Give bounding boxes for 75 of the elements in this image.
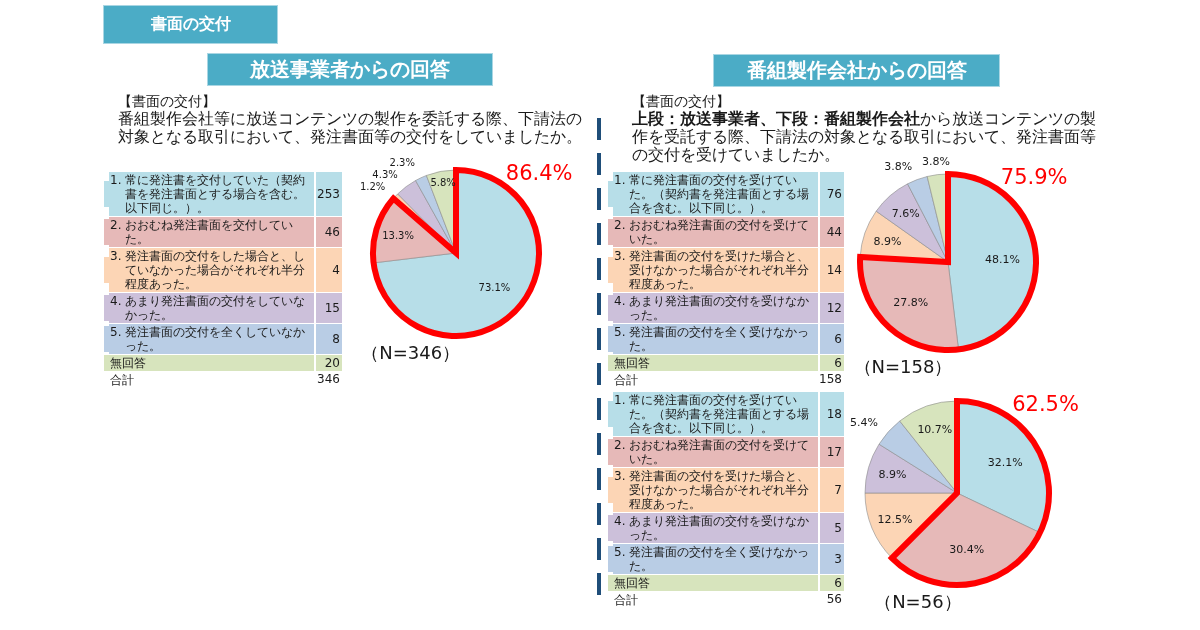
- text: 6: [834, 356, 842, 370]
- legend-label: 4. あまり発注書面の交付を受けなかった。: [613, 293, 818, 323]
- legend-label: 1. 常に発注書面の交付を受けていた。（契約書を発注書面とする場合を含む。以下同じ。）。: [613, 172, 818, 216]
- text: 17: [826, 445, 842, 459]
- data-label: 30.4%: [949, 543, 985, 557]
- data-label: 8.9%: [878, 468, 907, 482]
- text: 8: [332, 332, 340, 346]
- text: 20: [324, 356, 340, 370]
- chart-subtitle: 放送事業者からの回答: [250, 56, 450, 83]
- text: 作を受託する際、下請法の対象となる取引において、発注書面等: [632, 127, 1096, 146]
- text: 76: [826, 187, 842, 201]
- text: 15: [324, 301, 340, 315]
- text: 6: [834, 576, 842, 590]
- text: 番組製作会社等に放送コンテンツの製作を委託する際、下請法の対象となる取引において、発注書面等の交付をしていましたか。: [118, 109, 583, 146]
- text: 合計: [109, 372, 135, 388]
- data-label: 73.1%: [478, 281, 511, 293]
- legend-label: 2. おおむね発注書面を交付していた。: [109, 217, 314, 247]
- data-label: 48.1%: [984, 252, 1020, 266]
- data-label: 4.3%: [372, 169, 398, 181]
- chart-title: 書面の交付: [150, 14, 231, 35]
- text: 5: [834, 521, 842, 535]
- text: （N=158）: [853, 356, 953, 377]
- legend-label: 4. あまり発注書面の交付をしていなかった。: [109, 293, 314, 323]
- legend-label: 無回答: [613, 575, 818, 591]
- legend-label: 2. おおむね発注書面の交付を受けていた。: [613, 437, 818, 467]
- data-label: 10.7%: [917, 423, 953, 437]
- legend-label: 3. 発注書面の交付を受けた場合と、受けなかった場合がそれぞれ半分程度あった。: [613, 248, 818, 292]
- data-label: 13.3%: [382, 229, 414, 241]
- legend-label: 無回答: [109, 355, 314, 371]
- legend-label: 5. 発注書面の交付を全くしていなかった。: [109, 324, 314, 354]
- data-label: 12.5%: [877, 512, 913, 526]
- text: 46: [324, 225, 340, 239]
- legend-label: 無回答: [613, 355, 818, 371]
- text: 158: [818, 372, 843, 388]
- legend-label: 3. 発注書面の交付をした場合と、していなかった場合がそれぞれ半分程度あった。: [109, 248, 314, 292]
- text: 合計: [613, 372, 639, 388]
- legend-label: 1. 常に発注書面の交付を受けていた。（契約書を発注書面とする場合を含む。以下同じ。）。: [613, 392, 818, 436]
- data-label: 2.3%: [389, 157, 415, 169]
- data-label: 3.8%: [884, 160, 913, 174]
- data-label: 32.1%: [987, 456, 1023, 470]
- text: 18: [826, 407, 842, 421]
- text: 上段：放送事業者、下段：番組製作会社: [632, 109, 920, 128]
- legend-label: 5. 発注書面の交付を全く受けなかった。: [613, 544, 818, 574]
- text: 【書面の交付】: [632, 92, 731, 110]
- legend-label: 1. 常に発注書を交付していた（契約書を発注書面とする場合を含む。以下同じ。）。: [109, 172, 314, 216]
- text: 合計: [613, 592, 639, 608]
- text: 7: [834, 483, 842, 497]
- legend-label: 4. あまり発注書面の交付を受けなかった。: [613, 513, 818, 543]
- data-label: 5.4%: [849, 416, 878, 430]
- text: （N=346）: [361, 342, 461, 363]
- text: 62.5%: [1012, 392, 1079, 416]
- text: の交付を受けていましたか。: [632, 145, 840, 164]
- text: から放送コンテンツの製: [920, 109, 1096, 128]
- text: 12: [826, 301, 842, 315]
- text: 346: [316, 372, 341, 388]
- text: 4: [332, 263, 340, 277]
- text: 86.4%: [505, 161, 573, 185]
- text: 14: [826, 263, 842, 277]
- data-label: 3.8%: [921, 154, 950, 168]
- text: 75.9%: [1000, 165, 1068, 189]
- text: 44: [826, 225, 842, 239]
- chart-subtitle: 番組製作会社からの回答: [746, 57, 967, 84]
- data-label: 1.2%: [359, 181, 386, 193]
- data-label: 7.6%: [891, 207, 920, 221]
- text: 253: [317, 187, 340, 201]
- legend-label: 3. 発注書面の交付を受けた場合と、受けなかった場合がそれぞれ半分程度あった。: [613, 468, 818, 512]
- text: （N=56）: [874, 591, 962, 612]
- text: 3: [834, 552, 842, 566]
- data-label: 8.9%: [873, 234, 902, 248]
- text: 56: [825, 592, 843, 608]
- legend-label: 2. おおむね発注書面の交付を受けていた。: [613, 217, 818, 247]
- legend-label: 5. 発注書面の交付を全く受けなかった。: [613, 324, 818, 354]
- data-label: 27.8%: [893, 295, 929, 309]
- text: 6: [834, 332, 842, 346]
- text: 【書面の交付】: [118, 92, 217, 110]
